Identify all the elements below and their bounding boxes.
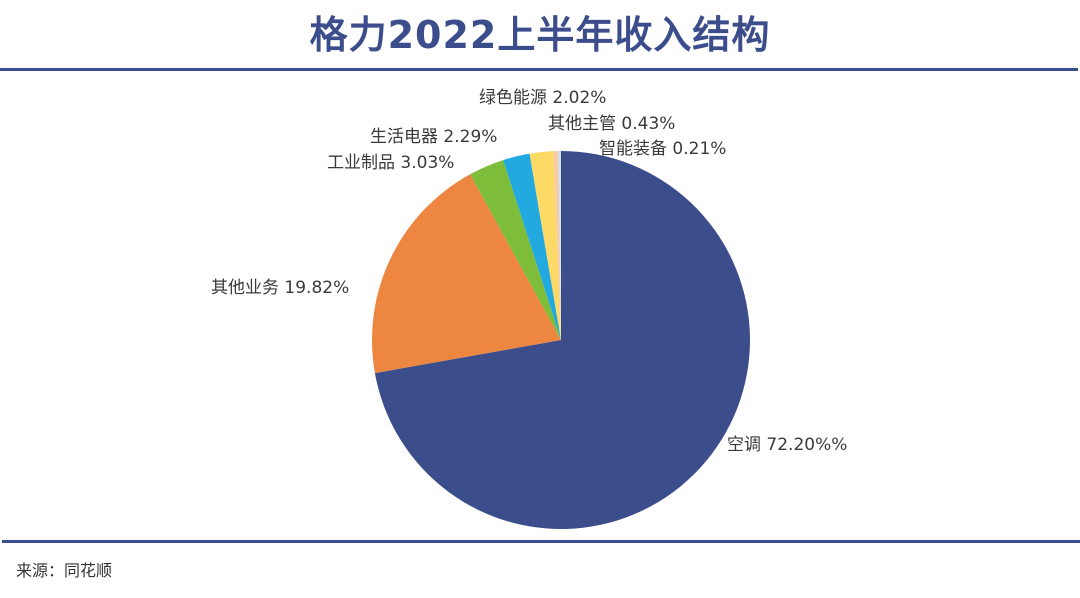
source-note: 来源：同花顺 xyxy=(16,561,113,580)
pie-slices xyxy=(372,151,751,529)
footer-divider xyxy=(2,540,1080,543)
title-divider xyxy=(0,68,1078,71)
label-gongye-zhipin: 工业制品 3.03% xyxy=(327,153,455,173)
label-qita-yewu: 其他业务 19.82% xyxy=(211,278,350,298)
pie-slice xyxy=(470,160,561,340)
label-kongtiao: 空调 72.20%% xyxy=(727,435,848,455)
label-lvse-nengyuan: 绿色能源 2.02% xyxy=(479,88,607,108)
chart-title: 格力2022上半年收入结构 xyxy=(309,13,771,57)
label-shenghuo-dianqi: 生活电器 2.29% xyxy=(370,127,498,147)
pie-slice xyxy=(529,151,561,340)
label-qita-zhuguan: 其他主管 0.43% xyxy=(548,114,676,134)
pie-slice xyxy=(374,151,751,529)
label-zhineng-zhuangbei: 智能装备 0.21% xyxy=(599,139,727,159)
pie-slice xyxy=(503,153,561,340)
pie-slice xyxy=(553,151,561,340)
pie-slice xyxy=(558,151,561,340)
pie-slice xyxy=(372,174,561,374)
